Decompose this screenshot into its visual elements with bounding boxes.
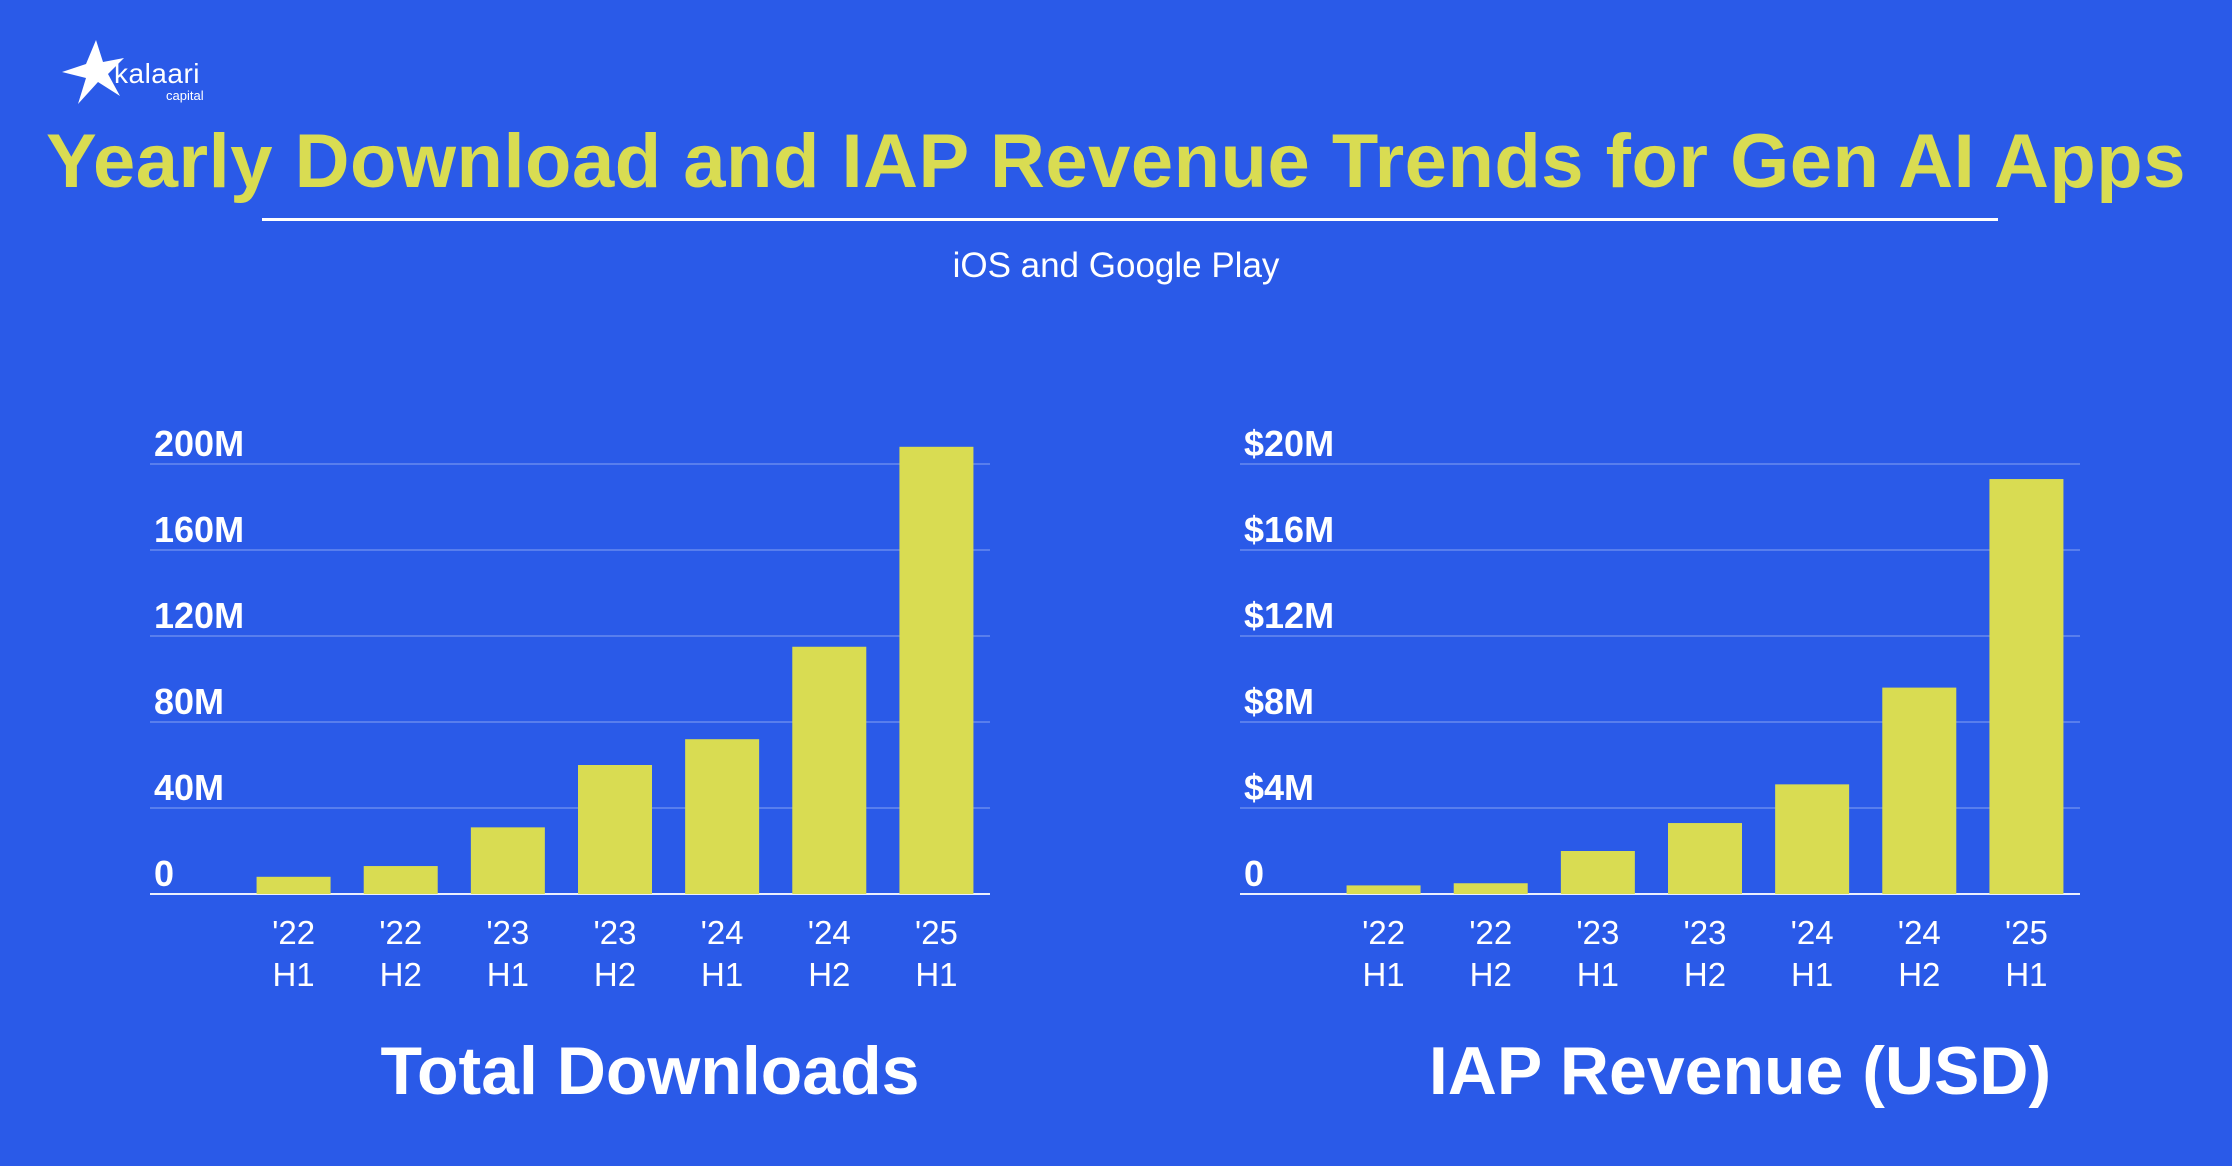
downloads-chart: 0 40M 80M 120M 160M 200M '22 H1 '22 H2 '23 H1 '23 H2 '… bbox=[150, 380, 1150, 1140]
page-subtitle: iOS and Google Play bbox=[952, 246, 1280, 285]
y-tick-label: 40M bbox=[154, 767, 224, 808]
x-tick-label: '23 bbox=[1683, 914, 1726, 951]
x-tick-label: '25 bbox=[915, 914, 958, 951]
bar bbox=[578, 765, 652, 894]
x-tick-label: '24 bbox=[1791, 914, 1834, 951]
x-tick-label: H1 bbox=[1791, 956, 1833, 993]
x-tick-label: '25 bbox=[2005, 914, 2048, 951]
bar bbox=[1668, 823, 1742, 894]
x-tick-label: H1 bbox=[1577, 956, 1619, 993]
x-tick-label: '22 bbox=[272, 914, 315, 951]
bar bbox=[470, 827, 545, 894]
bar bbox=[1989, 479, 2064, 894]
x-tick-label: '24 bbox=[808, 914, 851, 951]
bar bbox=[1453, 883, 1528, 894]
title-divider bbox=[262, 218, 1998, 221]
x-tick-label: H1 bbox=[2005, 956, 2047, 993]
kalaari-logo-icon bbox=[62, 40, 124, 104]
y-tick-label: 0 bbox=[154, 853, 174, 894]
page-title: Yearly Download and IAP Revenue Trends f… bbox=[45, 119, 2186, 204]
bar bbox=[685, 739, 760, 894]
x-tick-label: H2 bbox=[1684, 956, 1726, 993]
downloads-chart-svg: 0 40M 80M 120M 160M 200M '22 H1 '22 H2 '23 H1 '23 H2 '… bbox=[150, 423, 990, 993]
bar bbox=[363, 866, 438, 894]
x-tick-label: '22 bbox=[1362, 914, 1405, 951]
y-tick-label: 80M bbox=[154, 681, 224, 722]
revenue-chart-title: IAP Revenue (USD) bbox=[1428, 1033, 2052, 1109]
brand-sub: capital bbox=[166, 88, 204, 103]
x-tick-label: '23 bbox=[593, 914, 636, 951]
x-tick-label: H2 bbox=[380, 956, 422, 993]
bar bbox=[792, 646, 867, 894]
y-tick-label: $4M bbox=[1244, 767, 1314, 808]
x-tick-label: '24 bbox=[1898, 914, 1941, 951]
y-tick-label: $8M bbox=[1244, 681, 1314, 722]
x-tick-label: H1 bbox=[272, 956, 314, 993]
x-tick-label: H1 bbox=[915, 956, 957, 993]
y-tick-label: $16M bbox=[1244, 509, 1334, 550]
x-tick-label: '22 bbox=[379, 914, 422, 951]
x-tick-label: H1 bbox=[487, 956, 529, 993]
x-tick-label: H1 bbox=[1362, 956, 1404, 993]
bar bbox=[1882, 687, 1957, 894]
bar bbox=[256, 876, 331, 894]
x-tick-label: '23 bbox=[1576, 914, 1619, 951]
revenue-chart-svg: 0 $4M $8M $12M $16M $20M '22 H1 '22 H2 '23 H1 '23 H2 '… bbox=[1240, 423, 2080, 993]
bar bbox=[1775, 784, 1850, 894]
x-tick-label: H1 bbox=[701, 956, 743, 993]
x-tick-label: '24 bbox=[701, 914, 744, 951]
x-tick-label: '22 bbox=[1469, 914, 1512, 951]
x-tick-label: H2 bbox=[1898, 956, 1940, 993]
y-tick-label: 200M bbox=[154, 423, 244, 464]
bar bbox=[1560, 851, 1635, 894]
y-tick-label: 0 bbox=[1244, 853, 1264, 894]
revenue-chart: 0 $4M $8M $12M $16M $20M '22 H1 '22 H2 '23 H1 '23 H2 '… bbox=[1240, 380, 2232, 1140]
x-tick-label: H2 bbox=[594, 956, 636, 993]
brand-name: kalaari bbox=[114, 58, 200, 89]
x-tick-label: H2 bbox=[1470, 956, 1512, 993]
y-tick-label: 120M bbox=[154, 595, 244, 636]
x-tick-label: '23 bbox=[486, 914, 529, 951]
bar bbox=[899, 446, 974, 894]
bar bbox=[1346, 885, 1421, 894]
downloads-chart-title: Total Downloads bbox=[380, 1033, 920, 1109]
x-tick-label: H2 bbox=[808, 956, 850, 993]
y-tick-label: $20M bbox=[1244, 423, 1334, 464]
y-tick-label: $12M bbox=[1244, 595, 1334, 636]
y-tick-label: 160M bbox=[154, 509, 244, 550]
